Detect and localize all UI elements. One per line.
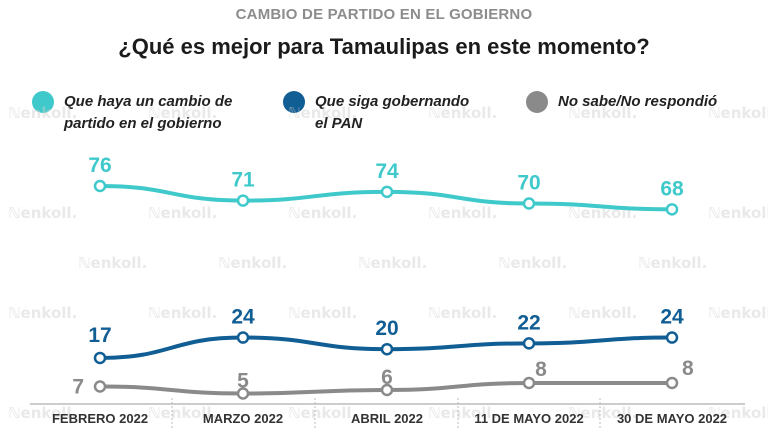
data-label-cambio: 68 [660,177,684,200]
data-point-pan [93,351,107,365]
watermark-text: ℕenkoll. [148,104,217,122]
watermark-text: ℕenkoll. [708,104,768,122]
x-tick-label: ABRIL 2022 [351,411,423,426]
data-point-nosabe [380,383,394,397]
data-label-cambio: 70 [517,171,540,194]
data-label-nosabe: 5 [237,370,249,393]
data-label-nosabe: 8 [535,358,547,381]
legend-label-nosabe: No sabe/No respondió [558,93,718,110]
data-label-pan: 20 [375,317,398,340]
watermark-text: ℕenkoll. [428,404,497,422]
data-label-cambio: 76 [88,154,111,177]
data-point-nosabe [665,376,679,390]
watermark-text: ℕenkoll. [148,304,217,322]
watermark-text: ℕenkoll. [78,254,147,272]
data-point-cambio [236,194,250,207]
data-point-cambio [93,179,107,193]
legend-marker-nosabe [526,91,548,113]
watermark-text: ℕenkoll. [498,254,567,272]
watermark-text: ℕenkoll. [708,304,768,322]
watermark-text: ℕenkoll. [8,404,77,422]
legend-label-pan: Que siga gobernando el PAN [315,93,470,132]
x-tick-label: 11 DE MAYO 2022 [474,411,583,426]
data-label-cambio: 74 [375,160,399,183]
data-label-nosabe: 8 [682,357,694,380]
data-point-pan [522,337,536,350]
watermark-text: ℕenkoll. [8,204,77,222]
watermark-text: ℕenkoll. [288,204,357,222]
legend-item-pan: Que siga gobernando el PAN [283,91,469,135]
data-label-pan: 17 [88,324,111,347]
legend-item-nosabe: No sabe/No respondió [526,91,717,113]
data-point-cambio [522,197,536,210]
watermark-text: ℕenkoll. [428,104,497,122]
data-point-cambio [380,185,394,199]
watermark-text: ℕenkoll. [428,204,497,222]
data-label-nosabe: 7 [72,375,84,398]
watermark-text: ℕenkoll. [288,404,357,422]
watermark-text: ℕenkoll. [218,254,287,272]
legend-marker-pan [283,91,305,113]
watermark-text: ℕenkoll. [568,404,637,422]
watermark-text: ℕenkoll. [568,104,637,122]
chart-supertitle: CAMBIO DE PARTIDO EN EL GOBIERNO [235,6,533,23]
x-tick-label: MARZO 2022 [203,411,283,426]
watermark-text: ℕenkoll. [8,104,77,122]
data-label-nosabe: 6 [381,366,393,389]
data-point-pan [380,342,394,356]
watermark-text: ℕenkoll. [638,254,707,272]
data-point-nosabe [93,380,107,393]
data-label-pan: 22 [517,311,540,334]
data-label-cambio: 71 [231,169,255,192]
watermark-text: ℕenkoll. [428,304,497,322]
data-label-pan: 24 [660,306,684,329]
data-point-cambio [665,203,679,216]
watermark-text: ℕenkoll. [148,404,217,422]
data-point-nosabe [236,387,250,400]
data-point-pan [665,331,679,344]
watermark-text: ℕenkoll. [288,304,357,322]
watermark-text: ℕenkoll. [708,204,768,222]
watermark-text: ℕenkoll. [288,104,357,122]
legend-label-cambio: Que haya un cambio de partido en el gobi… [64,93,233,132]
data-point-nosabe [522,376,536,390]
watermark-text: ℕenkoll. [148,204,217,222]
data-point-pan [236,331,250,344]
data-label-pan: 24 [231,306,255,329]
watermark-text: ℕenkoll. [568,304,637,322]
watermark-text: ℕenkoll. [8,304,77,322]
watermark-text: ℕenkoll. [708,404,768,422]
x-tick-label: 30 DE MAYO 2022 [617,411,727,426]
chart-title: ¿Qué es mejor para Tamaulipas en este mo… [118,34,650,59]
x-tick-label: FEBRERO 2022 [52,411,148,426]
legend-marker-cambio [32,91,54,113]
legend-item-cambio: Que haya un cambio de partido en el gobi… [32,91,232,135]
watermark-text: ℕenkoll. [358,254,427,272]
